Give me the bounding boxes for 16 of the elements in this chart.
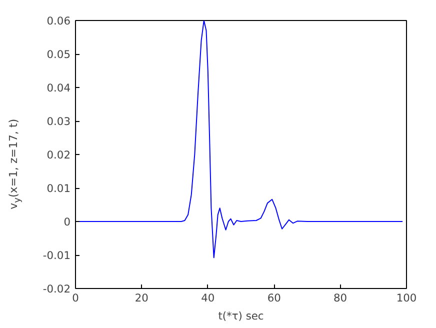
y-tick-label: 0.06 [46, 14, 71, 28]
y-tick-label: 0.01 [46, 182, 71, 195]
x-tick-label: 40 [201, 292, 215, 304]
x-tick-label: 60 [267, 292, 282, 304]
x-tick-label: 80 [334, 292, 348, 304]
x-tick-label: 20 [134, 292, 149, 304]
y-tick-label: -0.01 [42, 249, 71, 262]
y-tick-label: 0.04 [46, 82, 71, 94]
y-tick-label: -0.02 [42, 282, 71, 296]
y-tick-label: 0.05 [46, 48, 71, 61]
x-tick-label: 0 [72, 292, 80, 304]
x-axis-title: t(*τ) sec [218, 310, 264, 322]
x-tick-label: 100 [396, 292, 417, 304]
y-tick-label: 0.02 [46, 148, 71, 162]
y-tick-label: 0.03 [46, 115, 71, 128]
y-tick-label: 0 [64, 216, 71, 228]
